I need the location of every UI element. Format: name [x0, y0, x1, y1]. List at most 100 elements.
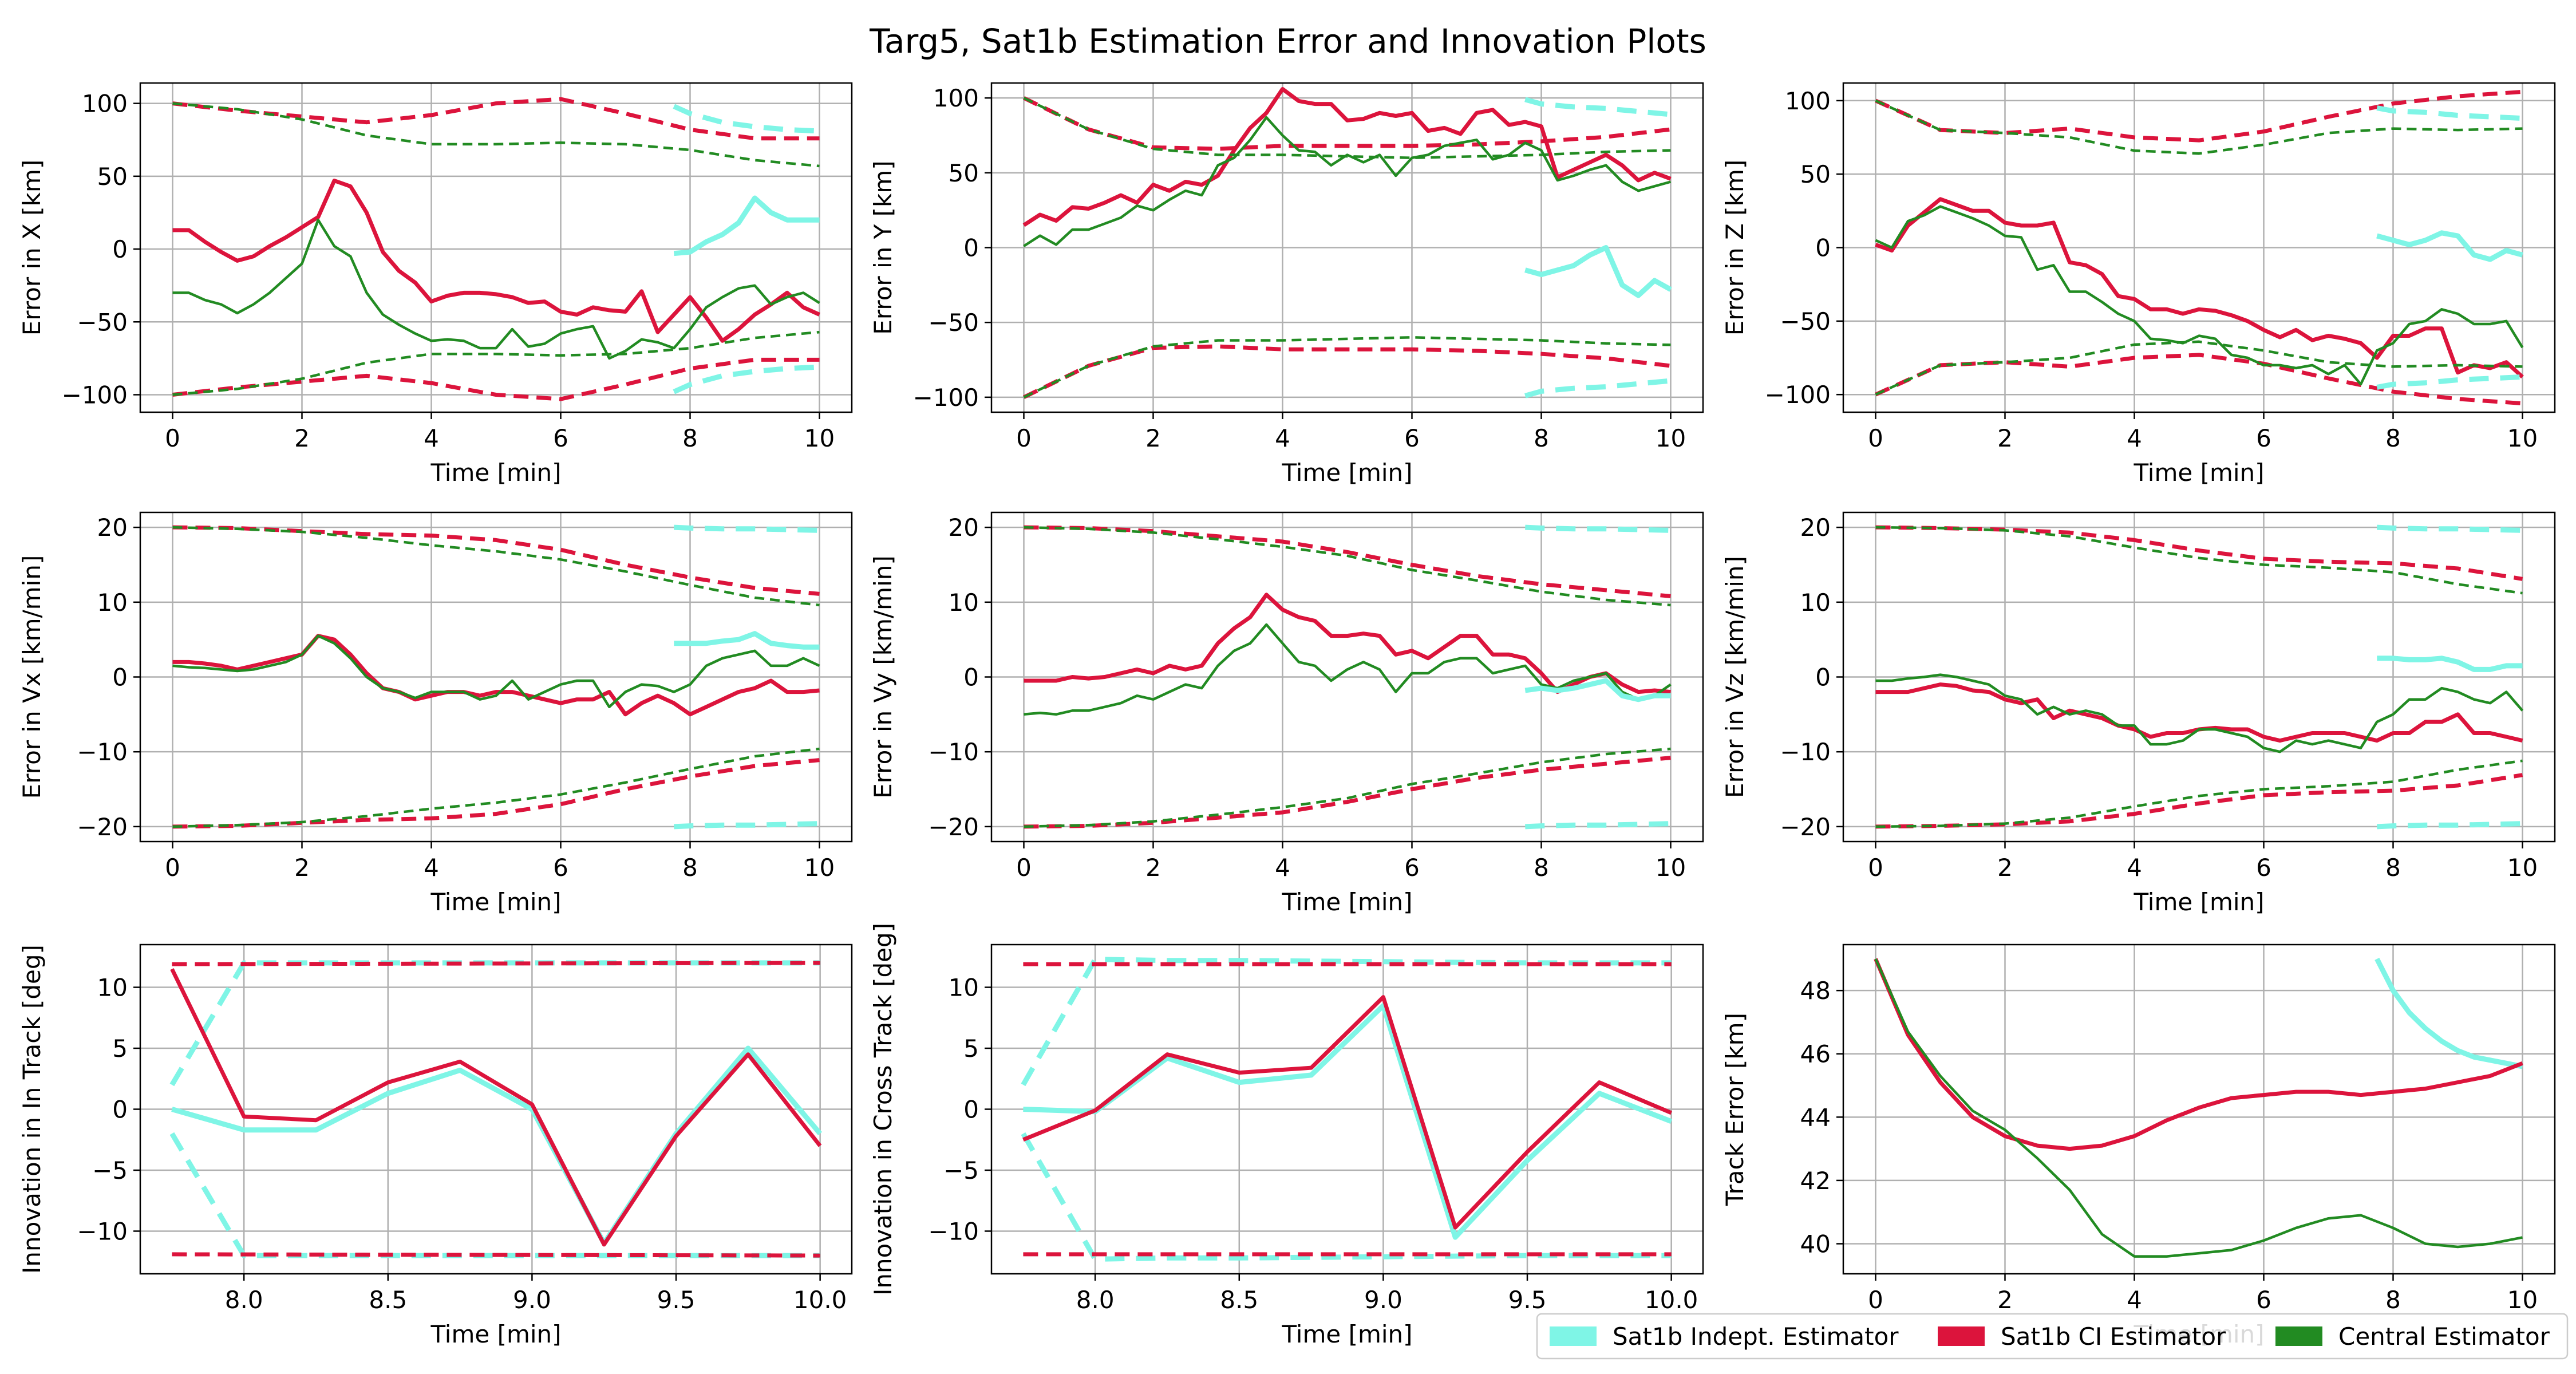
y-tick-label: −10	[928, 738, 979, 766]
series-central-error	[1875, 673, 2524, 753]
y-tick-label: −10	[77, 738, 128, 766]
legend-swatch	[1938, 1326, 1985, 1346]
series-indept-error	[1524, 678, 1671, 702]
x-tick-label: 6	[1404, 854, 1420, 882]
x-tick-label: 8	[2385, 424, 2401, 452]
series-central-bound	[1875, 526, 2523, 595]
x-tick-label: 9.0	[1364, 1286, 1402, 1314]
series-group	[172, 97, 820, 401]
series-indept-bound	[674, 524, 820, 533]
x-tick-label: 4	[424, 854, 439, 882]
x-tick-label: 0	[165, 854, 180, 882]
series-indept-error	[2374, 957, 2523, 1069]
x-tick-label: 0	[1016, 424, 1032, 452]
series-central-bound	[172, 102, 820, 168]
series-indept-bound	[1524, 97, 1671, 117]
y-tick-label: 10	[949, 974, 979, 1002]
x-axis-label: Time [min]	[2133, 888, 2264, 916]
series-ci-error	[1875, 197, 2524, 378]
y-tick-label: −10	[77, 1217, 128, 1245]
y-axis-label: Error in Vx [km/min]	[18, 555, 46, 799]
series-indept-bound	[673, 104, 820, 134]
x-tick-label: 0	[1868, 854, 1883, 882]
series-indept-error	[2376, 230, 2523, 262]
series-indept-bound	[2376, 374, 2523, 390]
series-central-error	[172, 218, 820, 360]
y-axis-label: Error in Z [km]	[1721, 160, 1749, 336]
y-tick-label: 0	[963, 1096, 979, 1124]
series-ci-bound	[172, 97, 820, 141]
y-axis-label: Error in Vz [km/min]	[1721, 556, 1749, 798]
y-tick-label: 20	[97, 514, 128, 542]
series-ci-bound	[1875, 353, 2523, 406]
subplot-evx: 0 2 4 6 8 10 −20 −10 0 10 20 Time [min] Error in Vx …	[18, 511, 853, 916]
series-indept-bound	[2377, 821, 2523, 830]
subplot-evz: 0 2 4 6 8 10 −20 −10 0 10 20 Time [min] Error in Vz …	[1721, 511, 2556, 916]
series-ci-bound	[172, 758, 820, 829]
y-axis-label: Error in X [km]	[18, 160, 46, 336]
x-tick-label: 4	[2127, 1286, 2142, 1314]
x-tick-label: 6	[2256, 424, 2271, 452]
x-tick-label: 8	[1534, 854, 1549, 882]
series-indept-bound	[1525, 524, 1671, 533]
series-indept-error	[171, 1045, 823, 1246]
x-tick-label: 9.0	[513, 1286, 551, 1314]
y-tick-label: 50	[949, 159, 979, 187]
y-tick-label: 42	[1800, 1167, 1831, 1195]
series-ci-error	[1022, 87, 1672, 227]
series-group	[1024, 524, 1672, 830]
y-tick-label: −5	[943, 1156, 979, 1185]
x-tick-label: 9.5	[657, 1286, 696, 1314]
series-central-error	[1024, 623, 1672, 716]
series-group	[1874, 957, 2523, 1258]
grid-lines	[1843, 512, 2555, 842]
series-group	[169, 960, 823, 1258]
series-ci-error	[1022, 995, 1672, 1230]
y-tick-label: 100	[1785, 87, 1831, 115]
y-tick-label: 100	[82, 90, 128, 118]
y-tick-label: 0	[1815, 234, 1831, 262]
x-axis-label: Time [min]	[430, 1320, 561, 1348]
series-group	[1022, 87, 1672, 400]
y-tick-label: 40	[1800, 1230, 1831, 1258]
x-axis-label: Time [min]	[1281, 459, 1412, 487]
y-tick-label: −20	[928, 813, 979, 841]
series-central-bound	[1024, 747, 1671, 828]
subplot-ex: 0 2 4 6 8 10 −100 −50 0 50 100 Time [min] Error in X…	[18, 82, 853, 487]
y-axis-label: Track Error [km]	[1721, 1013, 1749, 1206]
series-indept-bound	[673, 364, 820, 394]
series-central-bound	[172, 747, 820, 828]
y-axis-label: Error in Y [km]	[869, 160, 897, 334]
x-tick-label: 8.0	[1076, 1286, 1115, 1314]
series-group	[172, 524, 820, 830]
y-tick-label: 20	[1800, 514, 1831, 542]
x-tick-label: 0	[1868, 1286, 1883, 1314]
grid-lines	[140, 945, 852, 1274]
axes-frame	[1842, 943, 2556, 1275]
x-tick-label: 10.0	[1645, 1286, 1698, 1314]
series-ci-bound	[172, 961, 820, 966]
x-tick-label: 2	[1997, 854, 2013, 882]
x-tick-label: 0	[1016, 854, 1032, 882]
subplot-evy: 0 2 4 6 8 10 −20 −10 0 10 20 Time [min] Error in Vy …	[869, 511, 1704, 916]
x-tick-label: 2	[1145, 424, 1161, 452]
x-tick-label: 6	[2256, 1286, 2271, 1314]
series-ci-bound	[1024, 756, 1671, 829]
series-ci-error	[170, 968, 822, 1247]
series-central-bound	[1023, 336, 1671, 398]
series-central-bound	[1875, 99, 2523, 155]
legend-swatch	[2275, 1326, 2322, 1346]
series-ci-bound	[1875, 89, 2523, 143]
series-ci-error	[1874, 958, 2523, 1151]
series-indept-bound	[2377, 524, 2523, 533]
x-tick-label: 10	[1656, 854, 1686, 882]
x-tick-label: 10	[2507, 1286, 2538, 1314]
x-tick-label: 2	[294, 424, 310, 452]
series-ci-bound	[1875, 773, 2523, 829]
series-ci-bound	[172, 525, 820, 596]
y-tick-label: 0	[1815, 664, 1831, 692]
y-tick-label: −10	[928, 1217, 979, 1245]
series-central-bound	[1875, 759, 2523, 828]
x-tick-label: 4	[2127, 424, 2142, 452]
y-tick-label: 10	[97, 974, 128, 1002]
